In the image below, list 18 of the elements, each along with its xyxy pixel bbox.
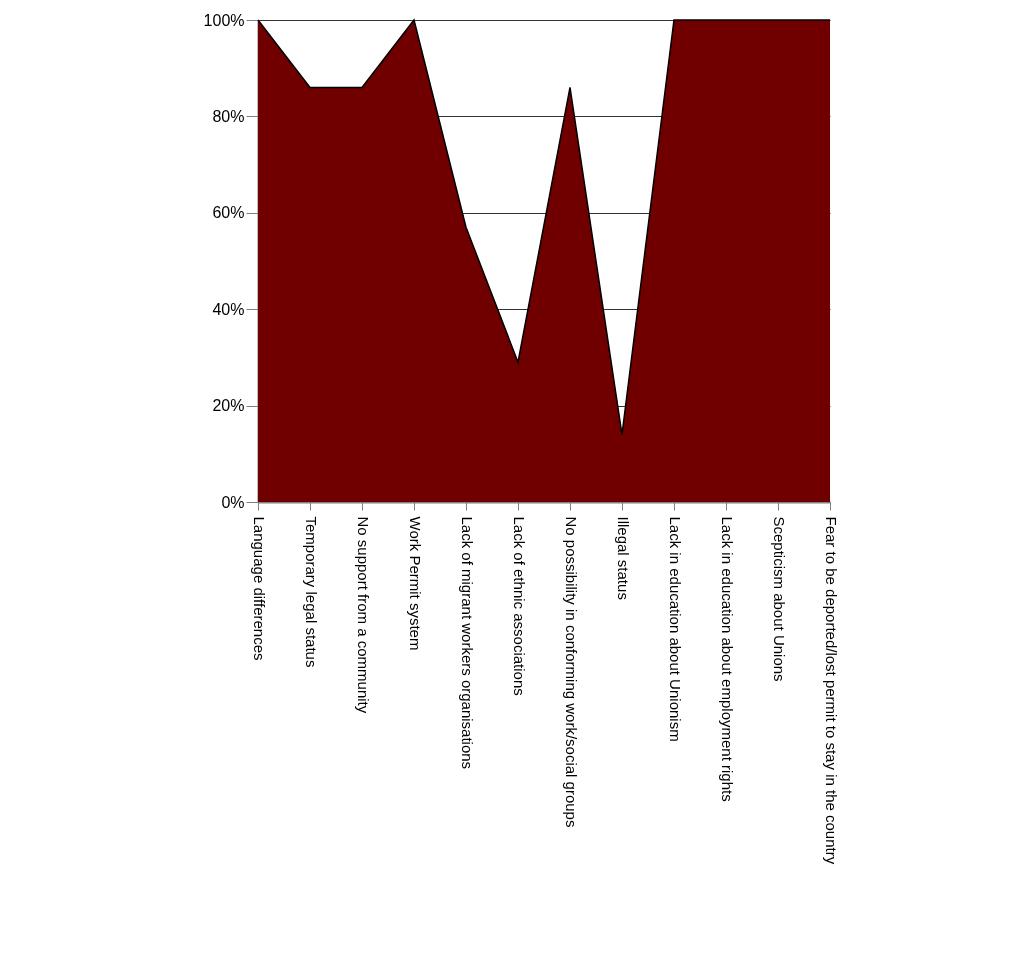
y-tick-label: 100% (203, 11, 245, 29)
x-tick-label: Fear to be deported/lost permit to stay in the country (822, 516, 840, 865)
x-tick-label: Work Permit system (406, 516, 424, 651)
x-tick-label: Lack of migrant workers organisations (458, 516, 476, 770)
x-tick-label: Temporary legal status (302, 516, 320, 668)
x-tick-label: Language differences (250, 516, 268, 661)
y-tick-label: 20% (212, 397, 245, 415)
x-tick-label: Lack of ethnic associations (510, 516, 528, 696)
y-tick-label: 80% (212, 107, 245, 125)
x-tick-label: No possibility in conforming work/social groups (562, 516, 580, 828)
x-tick-label: Scepticism about Unions (770, 516, 788, 682)
x-tick-label: Lack in education about Unionism (666, 516, 684, 742)
x-tick-label: Illegal status (614, 516, 632, 600)
y-tick-label: 60% (212, 204, 245, 222)
y-tick-label: 40% (212, 300, 245, 318)
x-tick-label: No support from a community (354, 516, 372, 714)
x-tick-label: Lack in education about employment rights (718, 516, 736, 802)
y-tick-label: 0% (221, 493, 245, 511)
